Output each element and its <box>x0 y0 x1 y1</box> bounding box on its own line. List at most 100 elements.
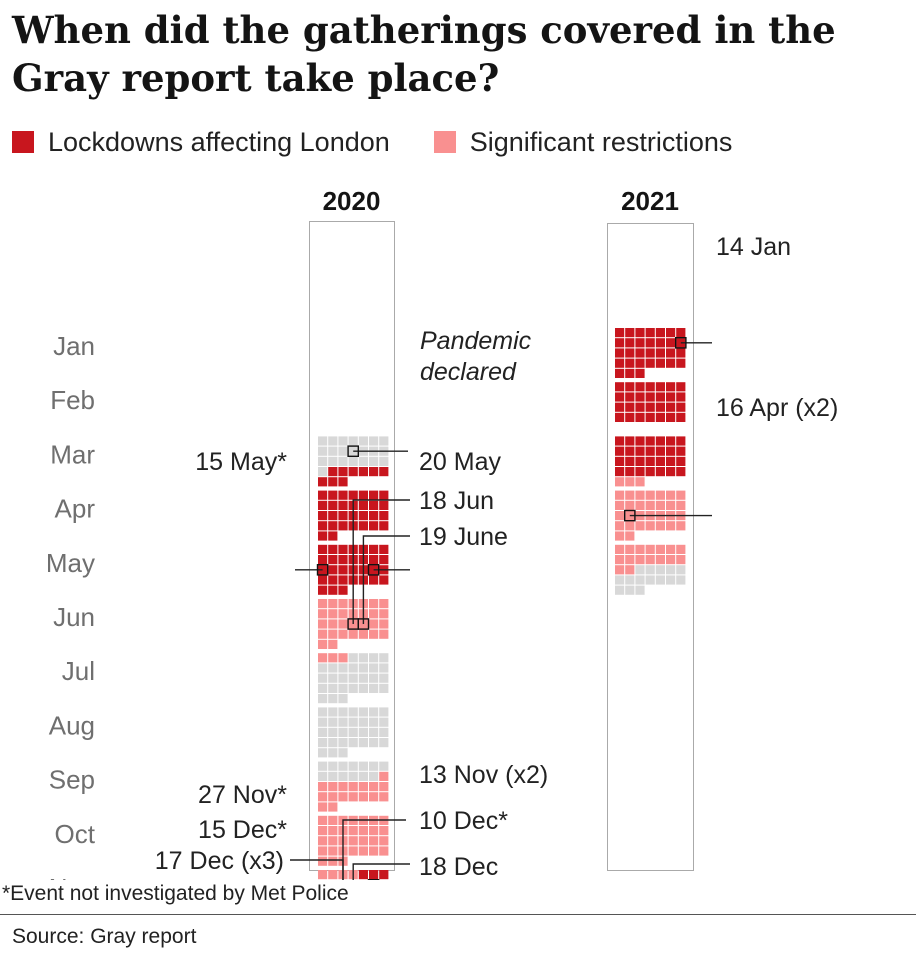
day-cell-2020-jul-21 <box>379 673 389 683</box>
day-cell-2021-may-19 <box>655 565 665 575</box>
day-cell-2020-mar-29 <box>318 477 328 487</box>
day-cell-2020-jun-29 <box>318 639 328 649</box>
day-cell-2021-jan-4 <box>645 328 655 338</box>
day-cell-2020-mar-10 <box>338 446 348 456</box>
day-cell-2020-jun-25 <box>348 629 358 639</box>
day-cell-2020-jul-22 <box>318 683 328 693</box>
day-cell-2021-mar-22 <box>615 467 625 477</box>
day-cell-2021-may-8 <box>615 555 625 565</box>
day-cell-2020-jun-2 <box>328 599 338 609</box>
day-cell-2020-mar-9 <box>328 446 338 456</box>
day-cell-2020-mar-17 <box>338 456 348 466</box>
day-cell-2021-may-27 <box>666 575 676 585</box>
day-cell-2020-may-24 <box>338 575 348 585</box>
day-cell-2020-aug-12 <box>358 717 368 727</box>
day-cell-2021-jan-29 <box>615 368 625 378</box>
day-cell-2020-sep-13 <box>369 771 379 781</box>
day-cell-2021-apr-13 <box>666 500 676 510</box>
day-cell-2020-may-22 <box>318 575 328 585</box>
day-cell-2021-feb-2 <box>625 382 635 392</box>
day-cell-2020-apr-9 <box>328 500 338 510</box>
day-cell-2020-mar-7 <box>379 436 389 446</box>
day-cell-2020-jul-11 <box>348 663 358 673</box>
day-cell-2020-sep-16 <box>328 782 338 792</box>
day-cell-2021-mar-6 <box>666 436 676 446</box>
day-cell-2020-apr-14 <box>379 500 389 510</box>
day-cell-2021-jan-13 <box>666 338 676 348</box>
day-cell-2020-nov-2 <box>328 870 338 880</box>
day-cell-2021-apr-24 <box>635 521 645 531</box>
annotation-2020-mar-11-label: Pandemic declared <box>420 327 532 386</box>
day-cell-2020-aug-31 <box>338 748 348 758</box>
day-cell-2020-mar-21 <box>379 456 389 466</box>
day-cell-2020-sep-29 <box>318 802 328 812</box>
legend-swatch-lockdown <box>12 131 34 153</box>
day-cell-2021-mar-8 <box>615 446 625 456</box>
day-cell-2020-may-3 <box>338 544 348 554</box>
month-label-jan: Jan <box>53 331 95 361</box>
month-label-apr: Apr <box>55 494 96 524</box>
day-cell-2021-mar-11 <box>645 446 655 456</box>
annotation-2021-apr-16-label: 16 Apr (x2) <box>716 394 838 422</box>
annotation-2020-dec-10-leader <box>342 819 406 880</box>
day-cell-2021-feb-13 <box>666 392 676 402</box>
day-cell-2021-feb-6 <box>666 382 676 392</box>
day-cell-2020-mar-25 <box>348 467 358 477</box>
day-cell-2021-mar-7 <box>676 436 686 446</box>
day-cell-2021-mar-19 <box>655 456 665 466</box>
day-cell-2020-jul-29 <box>318 694 328 704</box>
day-cell-2021-mar-30 <box>625 477 635 487</box>
day-cell-2020-sep-30 <box>328 802 338 812</box>
month-label-nov: Nov <box>49 873 95 880</box>
day-cell-2020-aug-27 <box>369 738 379 748</box>
month-label-feb: Feb <box>50 385 95 415</box>
day-cell-2021-feb-4 <box>645 382 655 392</box>
annotation-2020-may-20-label: 20 May <box>419 448 501 476</box>
day-cell-2020-sep-24 <box>338 792 348 802</box>
day-cell-2020-sep-1 <box>318 761 328 771</box>
day-cell-2020-jun-13 <box>369 609 379 619</box>
annotation-2020-jun-19-marker <box>357 618 370 630</box>
day-cell-2020-mar-8 <box>318 446 328 456</box>
day-cell-2020-aug-14 <box>379 717 389 727</box>
day-cell-2020-oct-16 <box>328 836 338 846</box>
day-cell-2021-mar-16 <box>625 456 635 466</box>
day-cell-2020-apr-4 <box>348 490 358 500</box>
day-cell-2020-oct-30 <box>328 856 338 866</box>
day-cell-2020-may-10 <box>338 555 348 565</box>
day-cell-2020-mar-24 <box>338 467 348 477</box>
day-cell-2020-jun-17 <box>338 619 348 629</box>
day-cell-2021-feb-27 <box>666 412 676 422</box>
day-cell-2021-mar-3 <box>635 436 645 446</box>
day-cell-2020-apr-6 <box>369 490 379 500</box>
day-cell-2021-jan-24 <box>635 358 645 368</box>
day-cell-2021-may-12 <box>655 555 665 565</box>
day-cell-2020-sep-25 <box>348 792 358 802</box>
day-cell-2020-aug-21 <box>379 727 389 737</box>
day-cell-2020-oct-1 <box>318 815 328 825</box>
day-cell-2020-jul-13 <box>369 663 379 673</box>
day-cell-2020-mar-4 <box>348 436 358 446</box>
day-cell-2020-may-23 <box>328 575 338 585</box>
day-cell-2021-jan-20 <box>666 348 676 358</box>
source-note: Source: Gray report <box>12 925 197 948</box>
day-cell-2020-apr-1 <box>318 490 328 500</box>
chart-title: When did the gatherings covered in the G… <box>12 8 836 100</box>
day-cell-2021-may-26 <box>655 575 665 585</box>
annotation-2021-apr-16-marker <box>624 509 636 522</box>
day-cell-2021-jan-30 <box>625 368 635 378</box>
day-cell-2021-apr-29 <box>615 531 625 541</box>
day-cell-2020-sep-8 <box>318 771 328 781</box>
day-cell-2021-may-10 <box>635 555 645 565</box>
day-cell-2021-mar-29 <box>615 477 625 487</box>
day-cell-2020-oct-27 <box>369 846 379 856</box>
day-cell-2020-apr-7 <box>379 490 389 500</box>
day-cell-2021-mar-1 <box>615 436 625 446</box>
day-cell-2020-jul-18 <box>348 673 358 683</box>
day-cell-2021-jan-11 <box>645 338 655 348</box>
day-cell-2020-oct-18 <box>348 836 358 846</box>
day-cell-2020-sep-9 <box>328 771 338 781</box>
annotation-2020-dec-18-leader <box>352 863 410 880</box>
day-cell-2021-jan-12 <box>655 338 665 348</box>
day-cell-2020-jul-16 <box>328 673 338 683</box>
